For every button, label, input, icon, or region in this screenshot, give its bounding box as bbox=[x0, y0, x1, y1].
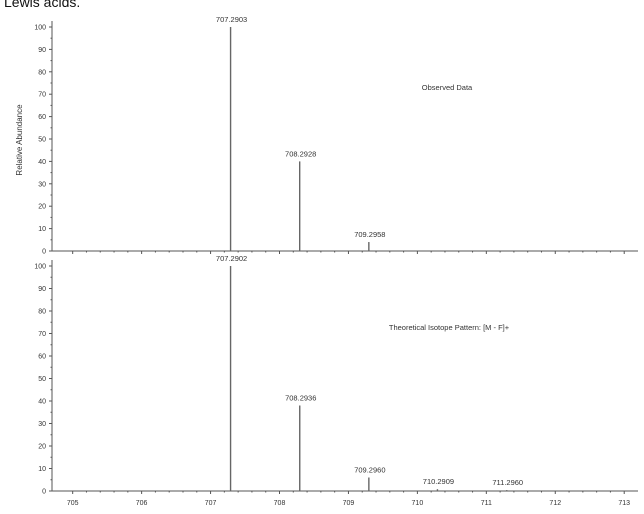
y-tick-label: 50 bbox=[38, 376, 46, 383]
y-tick-label: 0 bbox=[42, 249, 46, 256]
y-tick-label: 60 bbox=[38, 114, 46, 121]
y-tick-label: 60 bbox=[38, 354, 46, 361]
y-tick-label: 40 bbox=[38, 399, 46, 406]
y-tick-label: 100 bbox=[34, 25, 46, 32]
y-tick-label: 80 bbox=[38, 309, 46, 316]
peak-label: 708.2928 bbox=[285, 149, 316, 158]
y-tick-label: 30 bbox=[38, 181, 46, 188]
peak-label: 707.2903 bbox=[216, 15, 247, 24]
peak-label: 709.2958 bbox=[354, 230, 385, 239]
panel-annotation: Observed Data bbox=[422, 83, 473, 92]
y-tick-label: 80 bbox=[38, 69, 46, 76]
y-tick-label: 90 bbox=[38, 286, 46, 293]
y-tick-label: 10 bbox=[38, 466, 46, 473]
y-tick-label: 10 bbox=[38, 226, 46, 233]
x-tick-label: 706 bbox=[136, 500, 148, 507]
x-tick-label: 705 bbox=[67, 500, 79, 507]
peak-label: 708.2936 bbox=[285, 394, 316, 403]
y-tick-label: 50 bbox=[38, 137, 46, 144]
y-tick-label: 20 bbox=[38, 204, 46, 211]
peak-label: 711.2960 bbox=[492, 478, 523, 487]
x-tick-label: 708 bbox=[274, 500, 286, 507]
theoretical-spectrum-panel: 0 10 20 30 40 50 60 70 80 90 100 705 706 707 708 709 710… bbox=[34, 254, 638, 507]
y-tick-label: 40 bbox=[38, 159, 46, 166]
y-tick-label: 70 bbox=[38, 92, 46, 99]
caption-text: Lewis acids. bbox=[4, 0, 81, 10]
x-tick-label: 712 bbox=[549, 500, 561, 507]
y-tick-label: 100 bbox=[34, 264, 46, 271]
peak-label: 710.2909 bbox=[423, 477, 454, 486]
y-tick-label: 70 bbox=[38, 331, 46, 338]
y-tick-label: 20 bbox=[38, 444, 46, 451]
panel-annotation: Theoretical Isotope Pattern: [M - F]+ bbox=[389, 323, 510, 332]
x-tick-label: 710 bbox=[412, 500, 424, 507]
x-tick-label: 711 bbox=[481, 500, 492, 507]
y-tick-label: 30 bbox=[38, 421, 46, 428]
y-axis-label: Relative Abundance bbox=[15, 104, 24, 176]
y-tick-label: 90 bbox=[38, 47, 46, 54]
observed-spectrum-panel: 0 10 20 30 40 50 60 70 80 90 100 707.2903 708.2928 70… bbox=[34, 15, 638, 256]
peak-label: 707.2902 bbox=[216, 254, 247, 263]
x-tick-label: 713 bbox=[618, 500, 630, 507]
x-tick-label: 707 bbox=[205, 500, 217, 507]
x-tick-label: 709 bbox=[343, 500, 355, 507]
y-tick-label: 0 bbox=[42, 489, 46, 496]
peak-label: 709.2960 bbox=[354, 466, 385, 475]
